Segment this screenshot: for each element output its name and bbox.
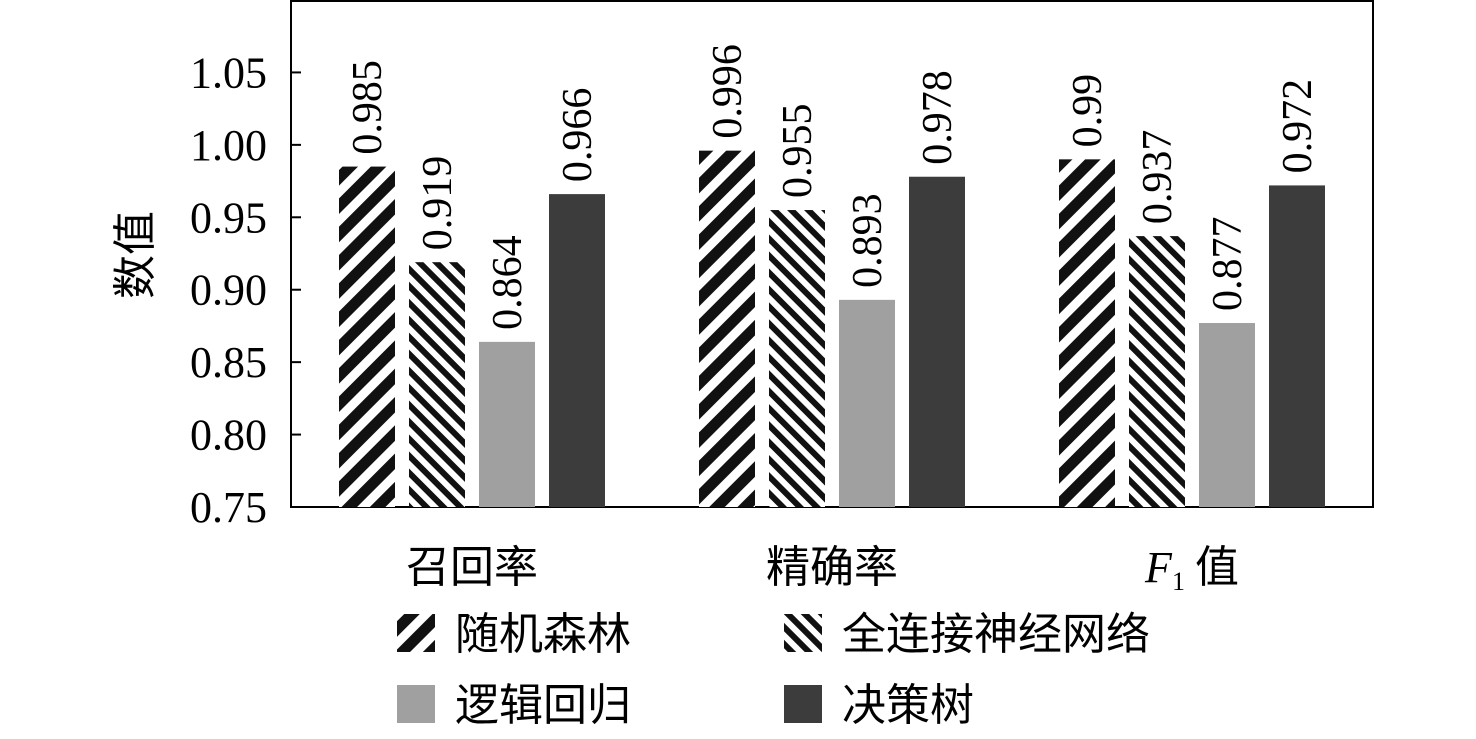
bar-3-2 [839,299,895,507]
data-label: 0.919 [415,156,461,251]
data-label: 0.937 [1135,130,1181,225]
bar-3-3 [1199,323,1255,507]
legend-label: 逻辑回归 [455,681,631,730]
data-label: 0.864 [485,235,531,330]
bar-2-2 [769,210,825,508]
data-label: 0.972 [1275,79,1321,174]
data-label: 0.893 [845,193,891,288]
y-tick-label: 0.95 [190,193,267,242]
bar-1-3 [1059,159,1115,508]
data-label: 0.985 [345,60,391,155]
y-tick-label: 1.05 [190,48,267,97]
data-label: 0.955 [775,104,821,199]
bar-4-2 [909,176,965,507]
legend-swatch [397,685,435,723]
y-tick-label: 0.80 [190,411,267,460]
category-label: F1 值 [1144,543,1239,596]
legend-label: 全连接神经网络 [842,610,1150,659]
category-label: 召回率 [406,543,538,592]
bar-4-1 [549,194,605,507]
plot-frame [290,0,1374,508]
legend-swatch [784,685,822,723]
legend-swatch [397,614,435,652]
legend-swatch [784,614,822,652]
data-label: 0.99 [1065,74,1111,148]
legend-label: 随机森林 [455,610,631,659]
y-axis-title: 数值 [111,211,160,299]
legend-label: 决策树 [842,681,974,730]
bar-2-1 [409,262,465,507]
bar-1-1 [339,166,395,508]
bar-2-3 [1129,236,1185,508]
y-tick-label: 0.85 [190,338,267,387]
data-label: 0.978 [915,70,961,165]
bar-4-3 [1269,185,1325,507]
data-label: 0.877 [1205,217,1251,312]
data-label: 0.996 [705,44,751,139]
bar-1-2 [699,150,755,507]
y-tick-label: 1.00 [190,121,267,170]
y-tick-label: 0.90 [190,266,267,315]
category-label: 精确率 [766,543,898,592]
y-tick-label: 0.75 [190,483,267,532]
data-label: 0.966 [555,88,601,183]
bar-3-1 [479,341,535,507]
